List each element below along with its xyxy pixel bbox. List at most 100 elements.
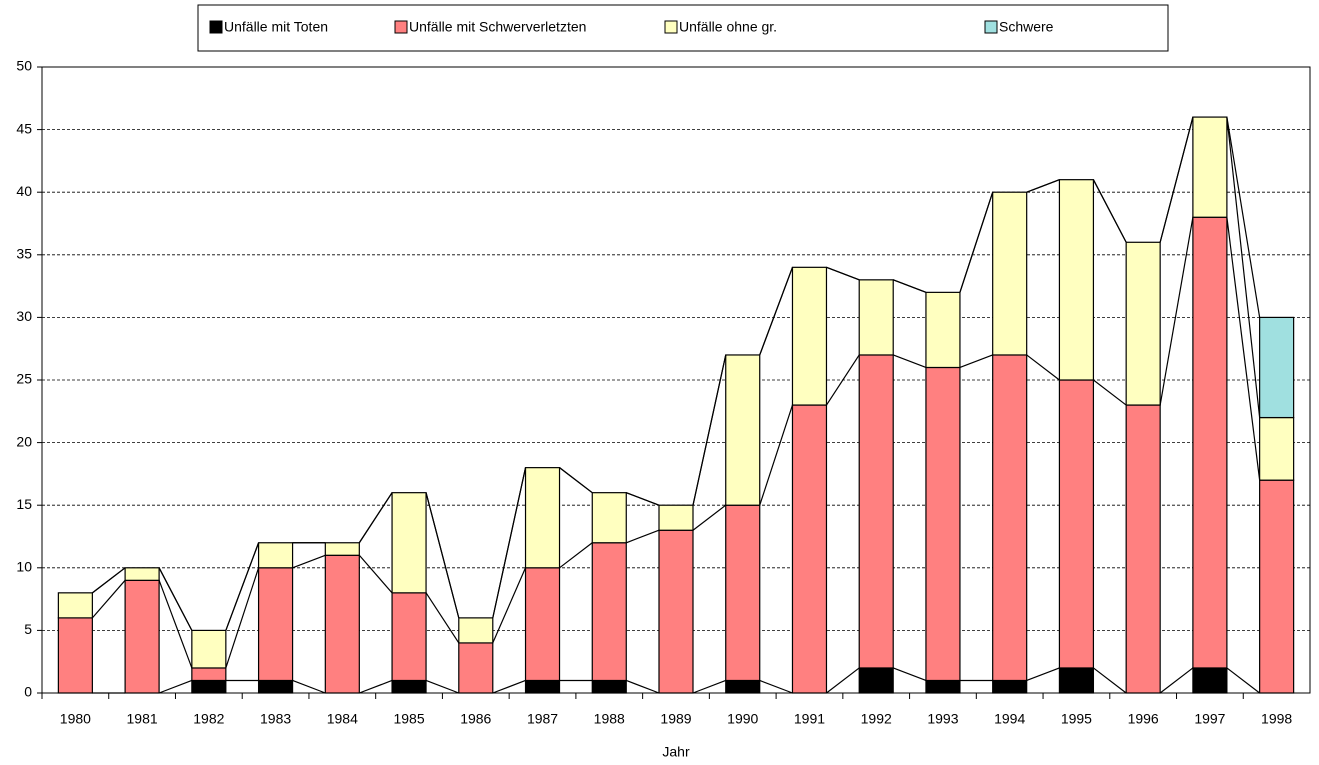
series-line <box>825 354 860 406</box>
bar-segment <box>925 366 961 682</box>
x-tick-label: 1990 <box>727 711 758 727</box>
series-line <box>225 567 260 669</box>
bar-segment <box>791 266 828 406</box>
y-tick-label: 40 <box>16 183 32 199</box>
bar-segment <box>1058 179 1095 381</box>
series-line <box>492 567 527 644</box>
bar-segment <box>591 492 627 544</box>
bar-segment <box>57 592 93 619</box>
bar-segment <box>858 667 894 694</box>
legend-swatch <box>664 20 678 34</box>
bar-segment <box>391 679 427 694</box>
series-line <box>692 504 727 531</box>
series-line <box>1226 217 1261 481</box>
series-line <box>1093 379 1127 406</box>
x-tick-label: 1992 <box>861 711 892 727</box>
series-line <box>892 279 927 293</box>
bar-segment <box>925 291 961 369</box>
bar-segment <box>458 642 494 694</box>
series-line <box>1026 179 1060 193</box>
series-line <box>559 467 593 494</box>
bar-segment <box>1259 416 1295 481</box>
bar-segment <box>925 679 961 694</box>
series-line <box>959 354 993 369</box>
series-line <box>158 679 193 694</box>
legend-swatch <box>984 20 998 34</box>
x-tick-label: 1991 <box>794 711 825 727</box>
x-tick-label: 1997 <box>1194 711 1225 727</box>
bar-segment <box>1125 241 1161 406</box>
bar-segment <box>191 679 227 694</box>
y-tick-label: 0 <box>24 684 32 700</box>
series-line <box>1159 667 1194 694</box>
y-tick-label: 30 <box>16 308 32 324</box>
bar-segment <box>992 679 1028 694</box>
x-tick-label: 1985 <box>393 711 424 727</box>
x-tick-label: 1995 <box>1061 711 1092 727</box>
y-tick-label: 10 <box>16 559 32 575</box>
series-line <box>292 679 326 694</box>
series-line <box>959 192 994 293</box>
series-line <box>626 679 660 694</box>
series-line <box>425 679 460 694</box>
x-tick-label: 1996 <box>1128 711 1159 727</box>
y-tick-label: 20 <box>16 433 32 449</box>
series-line <box>225 542 260 631</box>
series-line <box>759 404 794 506</box>
bar-segment <box>858 354 894 669</box>
y-tick-label: 45 <box>16 120 32 136</box>
series-line <box>1026 667 1060 682</box>
bar-segment <box>458 617 494 644</box>
legend-label: Unfälle ohne gr. <box>679 19 777 35</box>
bar-segment <box>1058 667 1095 694</box>
bar-segment <box>524 679 561 694</box>
bar-segment <box>524 467 561 569</box>
bar-segment <box>992 354 1028 682</box>
x-tick-label: 1984 <box>327 711 358 727</box>
legend-label: Unfälle mit Toten <box>224 19 328 35</box>
series-line <box>1226 116 1261 318</box>
bar-segment <box>1259 479 1295 694</box>
bar-segment <box>1259 316 1295 419</box>
series-line <box>826 667 860 694</box>
bar-segment <box>791 404 828 694</box>
x-tick-label: 1989 <box>660 711 691 727</box>
series-line <box>492 679 526 694</box>
bar-segment <box>658 529 694 694</box>
series-line <box>692 354 727 506</box>
series-line <box>559 542 593 569</box>
series-line <box>892 667 927 682</box>
bar-segment <box>257 679 294 694</box>
x-tick-label: 1981 <box>127 711 158 727</box>
bar-segment <box>124 567 160 581</box>
bar-segment <box>324 554 360 694</box>
series-line <box>91 579 126 619</box>
x-tick-label: 1988 <box>594 711 625 727</box>
series-line <box>1159 116 1194 243</box>
series-line <box>358 492 393 544</box>
series-line <box>759 679 793 694</box>
series-line <box>158 580 193 669</box>
x-tick-label: 1998 <box>1261 711 1292 727</box>
series-line <box>158 567 193 631</box>
x-tick-label: 1983 <box>260 711 291 727</box>
x-tick-label: 1980 <box>60 711 91 727</box>
legend-swatch <box>394 20 408 34</box>
series-line <box>692 679 726 694</box>
x-tick-label: 1986 <box>460 711 491 727</box>
x-axis-label: Jahr <box>662 744 690 760</box>
y-tick-label: 35 <box>16 246 32 262</box>
series-line <box>1093 667 1127 694</box>
y-tick-label: 50 <box>16 58 32 74</box>
series-line <box>826 266 860 281</box>
series-line <box>626 529 660 544</box>
x-tick-label: 1987 <box>527 711 558 727</box>
series-line <box>492 467 527 619</box>
series-line <box>892 354 927 369</box>
series-line <box>1159 217 1194 406</box>
series-line <box>359 679 393 694</box>
bar-segment <box>725 679 761 694</box>
bar-segment <box>591 679 627 694</box>
series-line <box>759 267 794 356</box>
